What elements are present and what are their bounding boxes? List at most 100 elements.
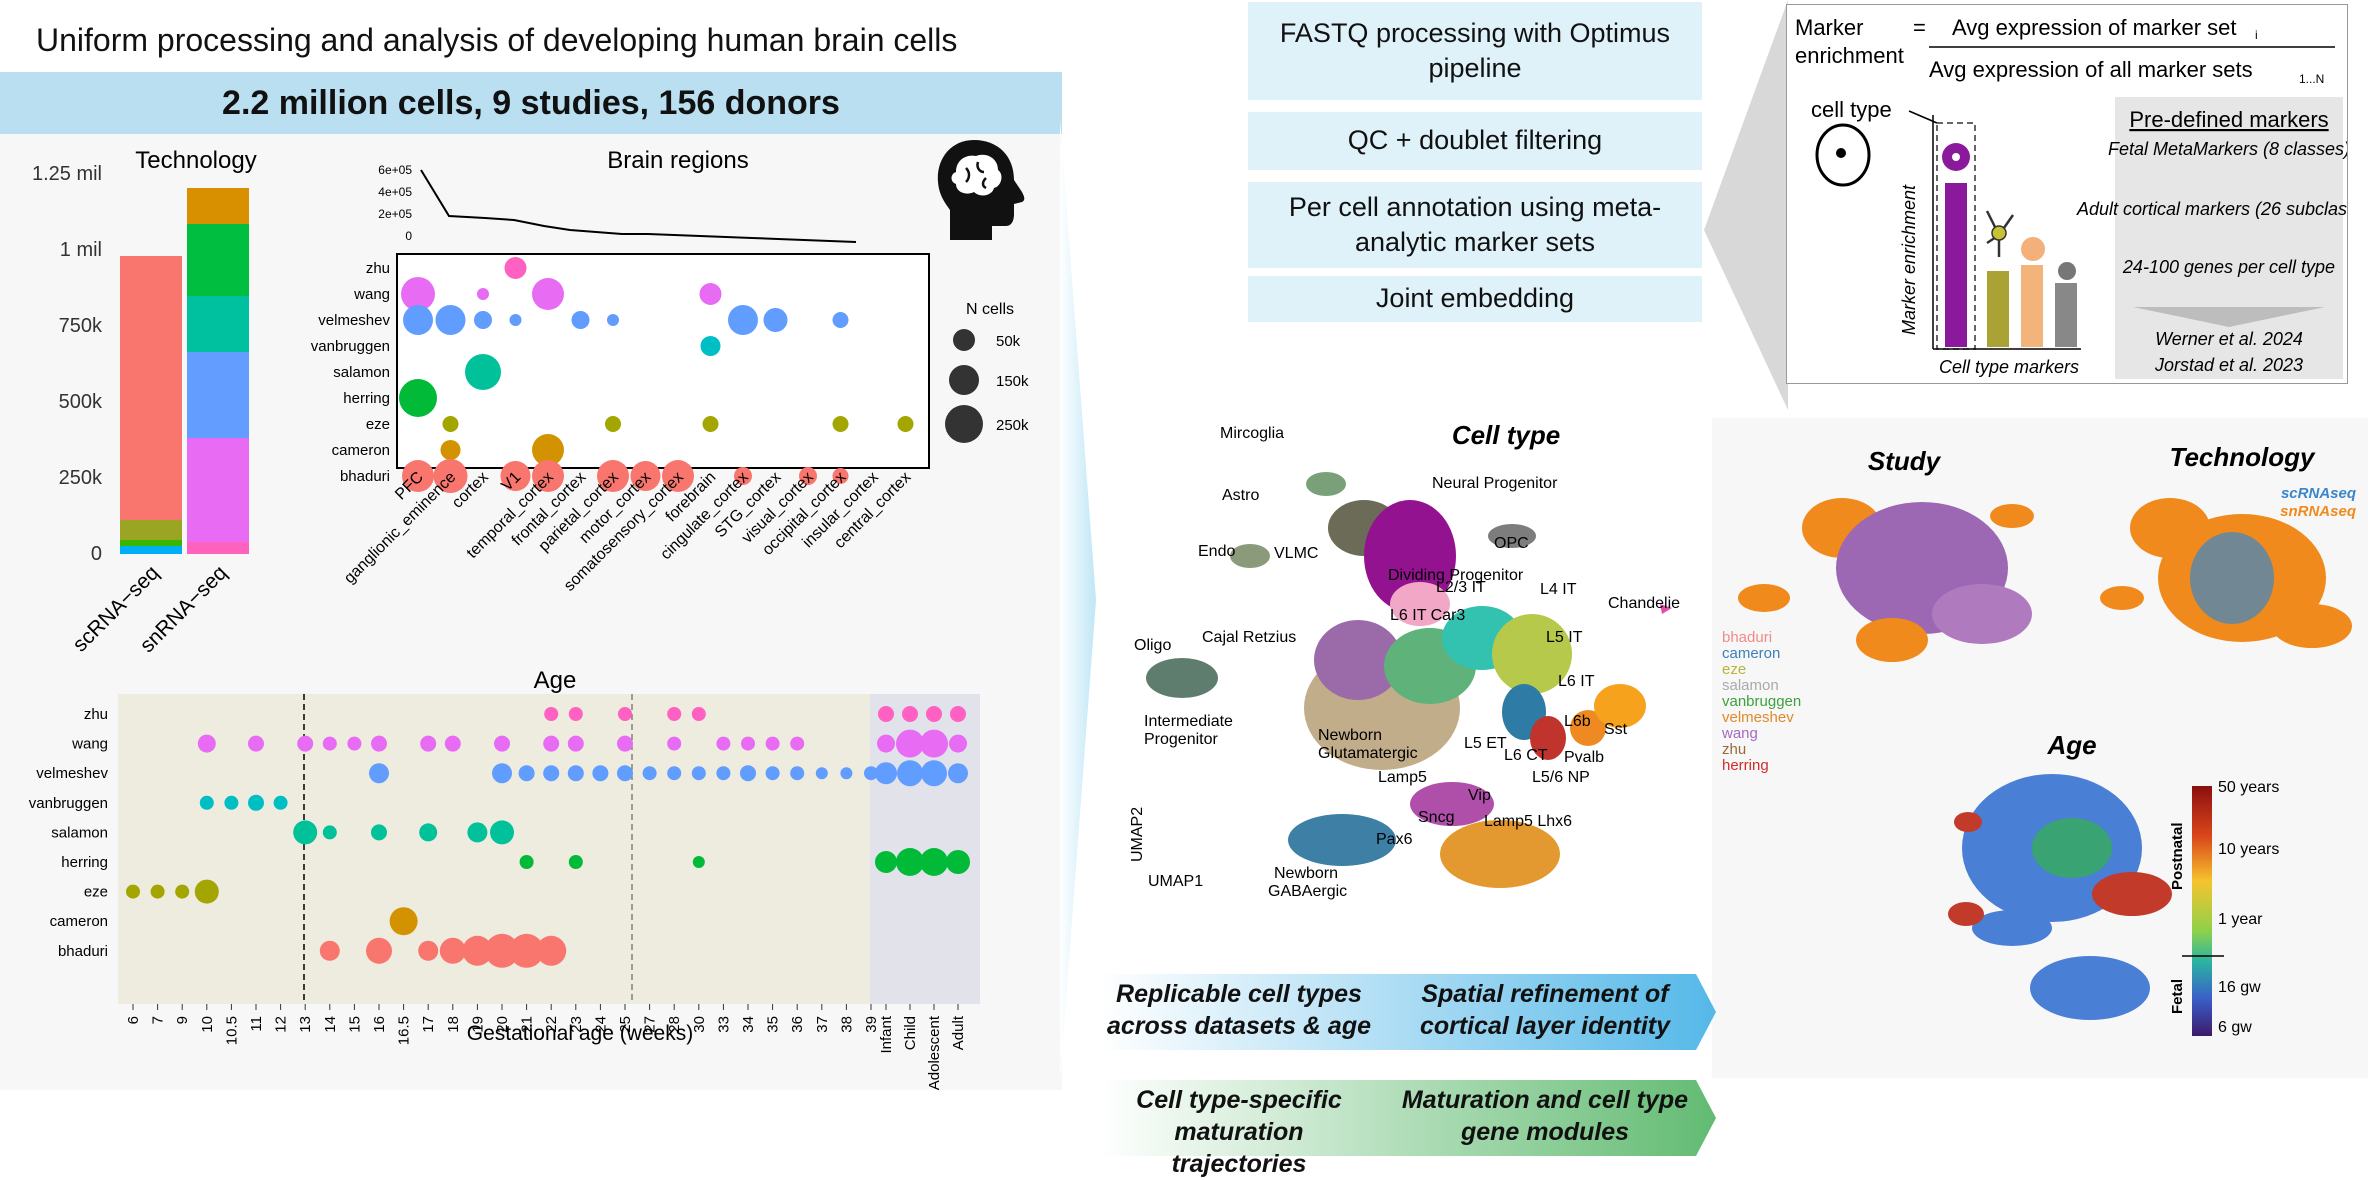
umap-cell-type-label: Newborn GABAergic: [1268, 865, 1347, 900]
top-tick: 4e+05: [378, 185, 412, 199]
age-dot: [920, 848, 948, 876]
study-umap-blob: [1990, 504, 2034, 528]
umap-cell-type-label: L5 ET: [1464, 735, 1507, 752]
region-dot: [474, 311, 492, 329]
region-dot: [477, 288, 489, 300]
region-dot: [662, 460, 694, 492]
umap-cell-type-label: Vip: [1468, 787, 1491, 804]
section-arrow: [1060, 120, 1096, 1080]
age-tick-label: 28: [666, 1016, 683, 1033]
umap-cell-type-label: L5 IT: [1546, 629, 1583, 646]
age-dot: [444, 735, 461, 752]
age-dot: [509, 933, 544, 968]
age-dot: [544, 707, 559, 721]
age-tick-label: 10.5: [223, 1016, 240, 1045]
umap-cluster: [1530, 716, 1566, 760]
age-umap-blob: [1954, 812, 1982, 832]
technology-chart: Technology 1.25 mil 1 mil 750k 500k 250k…: [32, 147, 257, 654]
study-label: cameron: [332, 442, 390, 459]
age-dot: [389, 907, 418, 936]
age-tick-label: Infant: [878, 1015, 895, 1053]
pipeline-step-annotation: Per cell annotation using meta-analytic …: [1248, 182, 1702, 268]
study-label: velmeshev: [318, 312, 390, 329]
age-dot: [790, 736, 805, 751]
study-label: eze: [84, 884, 108, 901]
age-dot: [617, 735, 633, 752]
region-dot: [763, 308, 788, 332]
age-dot: [692, 856, 705, 868]
size-legend-label: 150k: [996, 373, 1029, 390]
region-dot: [799, 467, 817, 485]
eq-lhs-1: Marker: [1795, 15, 1863, 40]
age-panel-title: Age: [2046, 730, 2096, 760]
region-dot: [442, 416, 459, 432]
umap-cluster: [1410, 782, 1494, 826]
age-dot: [568, 855, 583, 869]
age-tick-label: 11: [248, 1016, 265, 1032]
age-dot: [366, 937, 392, 964]
age-tick-label: 10: [199, 1016, 216, 1033]
umap-axis-y: UMAP2: [1129, 807, 1146, 862]
tech-legend-item: scRNAseq: [2281, 485, 2356, 502]
umap-side-panels-art: Study Technology Age bhaduricameronezesa…: [1721, 442, 2356, 1036]
eq-numerator: Avg expression of marker set: [1952, 15, 2237, 40]
predef-item: Werner et al. 2024: [2155, 329, 2303, 349]
age-tick-label: 36: [789, 1016, 806, 1033]
age-dot: [418, 940, 439, 961]
age-dot: [567, 735, 584, 752]
age-tick-label: 14: [322, 1016, 339, 1033]
umap-cell-type-label: L4 IT: [1540, 581, 1577, 598]
age-tick-label: 22: [543, 1016, 560, 1033]
age-umap-blob: [1948, 902, 1984, 926]
bar-segment: [187, 438, 249, 542]
region-dot: [832, 312, 849, 328]
age-tick-label: 33: [715, 1016, 732, 1033]
study-legend-item: vanbruggen: [1722, 693, 1801, 710]
bar-segment: [120, 520, 182, 540]
age-dot: [293, 820, 318, 845]
region-dot: [832, 416, 849, 432]
y-tick: 250k: [59, 467, 103, 489]
bar-segment: [187, 224, 249, 296]
umap-cluster: [1492, 614, 1572, 694]
marker-bar: [1945, 183, 1967, 347]
study-label: vanbruggen: [29, 795, 108, 812]
age-dot: [618, 707, 632, 721]
region-dot: [607, 314, 619, 326]
umap-cell-type-label: Endo: [1198, 543, 1235, 560]
age-dot: [150, 884, 165, 899]
age-dot: [224, 795, 239, 810]
eq-lhs-2: enrichment: [1795, 43, 1904, 68]
region-dot: [402, 460, 434, 492]
size-legend-dot: [945, 405, 983, 443]
region-dot: [532, 434, 564, 466]
study-legend-item: eze: [1722, 661, 1746, 678]
study-legend-item: bhaduri: [1722, 629, 1772, 646]
age-tick-label: 12: [273, 1016, 290, 1033]
age-dot: [319, 940, 340, 961]
umap-cell-type-label: Newborn Glutamatergic: [1318, 727, 1418, 762]
study-legend-item: cameron: [1722, 645, 1780, 662]
bar-segment: [120, 546, 182, 554]
umap-cluster: [1660, 604, 1672, 614]
umap-cluster: [1440, 820, 1560, 888]
age-dot: [815, 767, 828, 780]
umap-cell-type-label: Pvalb: [1564, 749, 1604, 766]
umap-cluster: [1288, 814, 1396, 866]
predef-item: Adult cortical markers (26 subclasses): [2076, 199, 2347, 219]
outcome-gene-modules: Maturation and cell type gene modules: [1401, 1086, 1689, 1146]
age-umap-blob: [2092, 872, 2172, 916]
region-dot: [399, 379, 437, 417]
umap-cell-type-label: Intermediate Progenitor: [1144, 713, 1233, 748]
region-dot: [433, 459, 468, 493]
eq-denominator-sub: 1...N: [2299, 72, 2324, 86]
size-legend-label: 50k: [996, 333, 1021, 350]
size-legend-dot: [949, 365, 979, 395]
age-scale-label: 50 years: [2218, 779, 2279, 796]
age-tick-label: 34: [740, 1016, 757, 1033]
age-dot: [592, 765, 609, 782]
study-umap-blob: [1856, 618, 1928, 662]
marker-panel-connector: [1704, 0, 1788, 410]
tech-umap-blob: [2190, 532, 2274, 624]
bar-segment: [120, 540, 182, 546]
